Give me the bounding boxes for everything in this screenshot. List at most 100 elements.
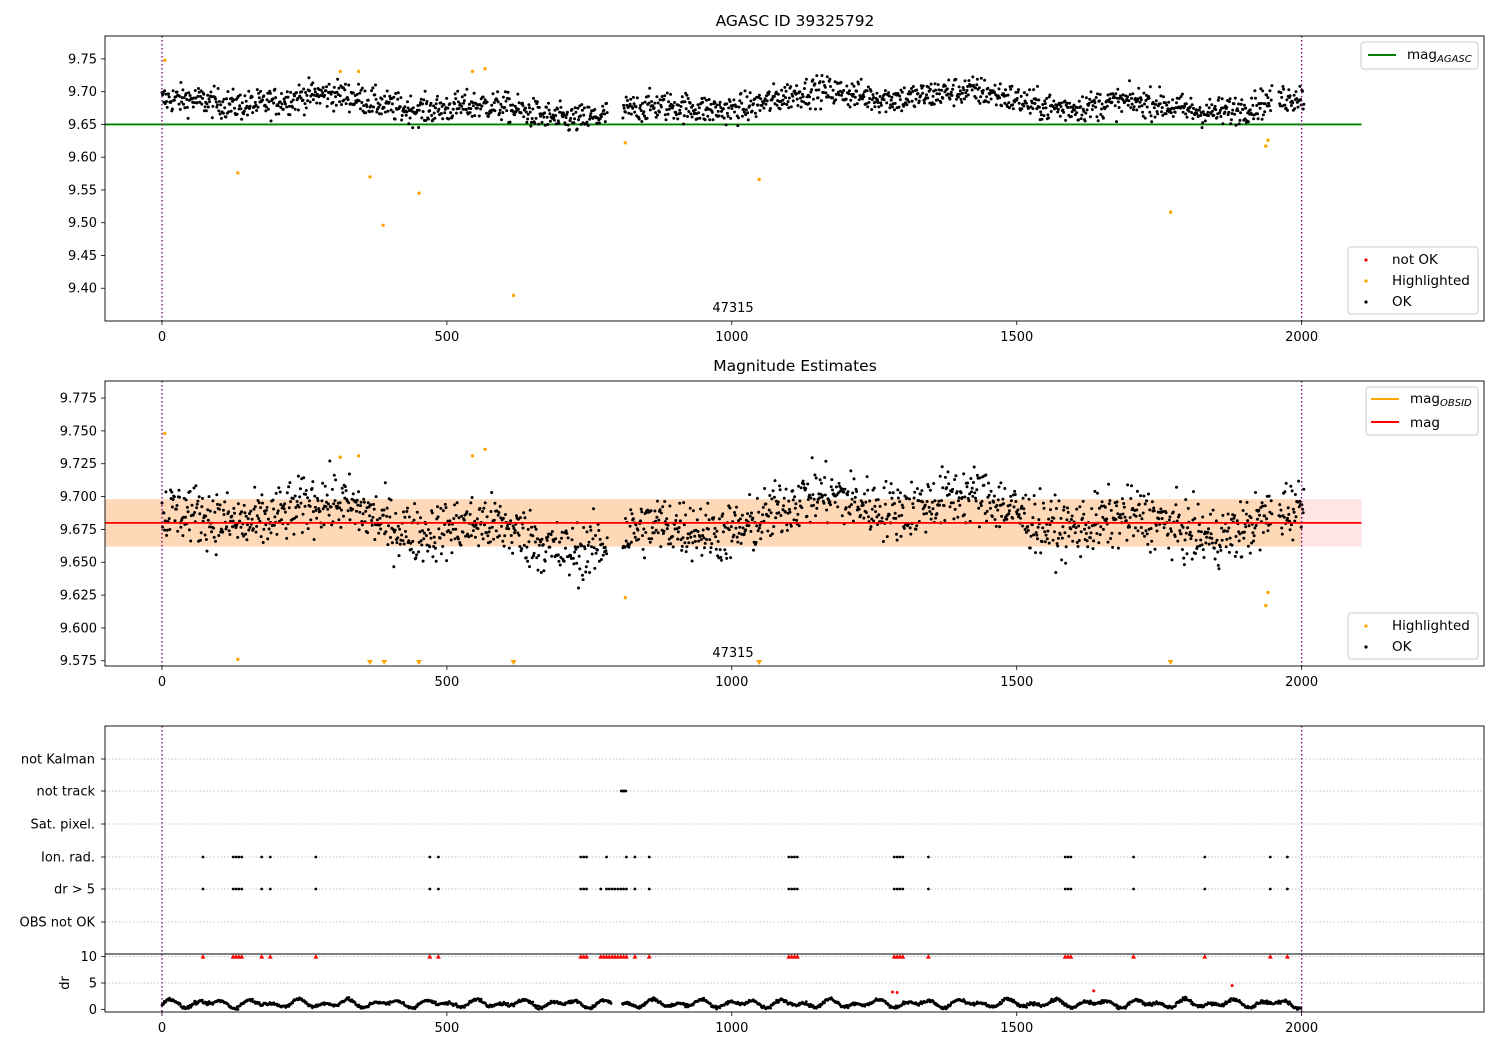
- ok-point: [1041, 106, 1045, 110]
- ok-point: [304, 489, 308, 492]
- ok-point: [457, 516, 461, 520]
- ok-point: [1081, 516, 1084, 520]
- flag-point: [314, 887, 318, 891]
- ok-point: [600, 112, 604, 116]
- ok-point: [391, 110, 395, 114]
- ok-point: [1058, 532, 1062, 536]
- ok-point: [869, 525, 873, 529]
- ok-point: [231, 87, 235, 91]
- ok-point: [1216, 550, 1220, 554]
- ok-point: [1189, 537, 1193, 541]
- ok-point: [373, 538, 377, 541]
- ok-point: [601, 553, 605, 557]
- ok-point: [995, 504, 999, 507]
- agasc-ytick-label: 9.40: [68, 282, 97, 297]
- flag-point: [895, 887, 899, 891]
- ok-point: [641, 547, 645, 551]
- ok-point: [433, 541, 437, 545]
- ok-point: [217, 109, 221, 113]
- ok-point: [1084, 96, 1088, 100]
- ok-point: [864, 511, 868, 514]
- ok-point: [507, 527, 511, 531]
- ok-point: [910, 99, 914, 103]
- flag-point: [790, 855, 794, 859]
- ok-point: [559, 556, 563, 559]
- ok-point: [338, 94, 342, 98]
- ok-point: [697, 539, 701, 543]
- ok-point: [769, 511, 773, 515]
- ok-point: [659, 545, 663, 549]
- ok-point: [1191, 117, 1195, 121]
- agasc-title: AGASC ID 39325792: [716, 12, 875, 30]
- ok-point: [515, 514, 518, 518]
- ok-point: [1215, 116, 1219, 119]
- ok-point: [685, 545, 689, 549]
- ok-point: [744, 113, 748, 117]
- ok-point: [799, 96, 802, 100]
- ok-point: [375, 518, 379, 522]
- ok-point: [656, 113, 659, 117]
- ok-point: [306, 99, 310, 103]
- ok-point: [1079, 105, 1083, 109]
- ok-point: [1034, 531, 1038, 535]
- flag-point: [605, 887, 608, 891]
- ok-point: [1081, 107, 1085, 111]
- ok-point: [909, 532, 913, 536]
- ok-point: [1282, 87, 1286, 91]
- ok-point: [721, 530, 725, 534]
- ok-point: [385, 100, 389, 104]
- ok-point: [372, 105, 375, 109]
- ok-point: [311, 480, 315, 484]
- ok-point: [1226, 113, 1230, 117]
- ok-point: [474, 523, 478, 527]
- ok-point: [240, 117, 244, 121]
- ok-point: [770, 532, 774, 536]
- ok-point: [519, 111, 523, 115]
- ok-point: [767, 514, 770, 518]
- ok-point: [842, 490, 846, 494]
- ok-point: [385, 89, 389, 93]
- ok-point: [629, 112, 633, 116]
- ok-point: [337, 86, 341, 90]
- ok-point: [434, 106, 437, 110]
- ok-point: [970, 88, 974, 92]
- dr-point: [1054, 999, 1057, 1002]
- flag-category-label: not track: [36, 785, 95, 800]
- ok-point: [230, 96, 234, 100]
- ok-point: [1168, 515, 1172, 519]
- ok-point: [774, 516, 778, 520]
- estimates-xtick-label: 500: [434, 675, 459, 690]
- ok-point: [400, 118, 404, 122]
- ok-point: [554, 122, 558, 126]
- ok-point: [1288, 528, 1292, 532]
- ok-point: [413, 502, 417, 506]
- ok-point: [261, 541, 265, 544]
- ok-point: [517, 101, 521, 105]
- ok-point: [564, 116, 568, 119]
- ok-point: [1293, 493, 1297, 496]
- ok-point: [802, 87, 806, 90]
- ok-point: [574, 547, 578, 551]
- ok-point: [279, 105, 283, 109]
- ok-point: [186, 116, 190, 120]
- ok-point: [361, 512, 365, 516]
- ok-point: [1067, 534, 1071, 538]
- ok-point: [580, 573, 584, 577]
- ok-point: [1252, 117, 1256, 121]
- ok-point: [1214, 541, 1218, 545]
- ok-point: [911, 506, 915, 510]
- ok-point: [1136, 97, 1140, 101]
- ok-point: [283, 510, 287, 514]
- ok-point: [928, 87, 932, 91]
- ok-point: [1200, 543, 1204, 547]
- ok-point: [325, 104, 329, 108]
- ok-point: [1135, 489, 1139, 493]
- ok-point: [814, 476, 818, 480]
- ok-point: [1070, 514, 1074, 518]
- ok-point: [1195, 545, 1199, 549]
- ok-point: [363, 89, 367, 93]
- ok-point: [884, 110, 888, 114]
- ok-point: [1077, 118, 1081, 122]
- ok-point: [592, 546, 596, 550]
- ok-point: [334, 103, 338, 107]
